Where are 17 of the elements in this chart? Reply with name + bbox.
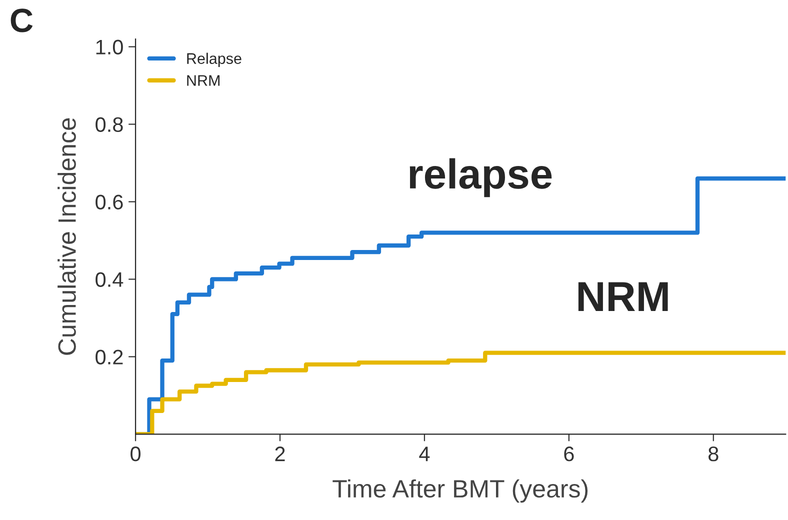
legend-label: NRM xyxy=(187,75,220,86)
annotation: relapse xyxy=(410,158,552,198)
y-axis-title: Cumulative Incidence xyxy=(58,118,76,355)
x-tick-label: 4 xyxy=(419,446,430,462)
x-tick-label: 2 xyxy=(275,446,285,462)
legend-label: Relapse xyxy=(187,52,242,67)
y-tick-label: 1.0 xyxy=(96,40,123,55)
annotation: NRM xyxy=(578,282,668,311)
x-tick-label: 0 xyxy=(130,446,141,462)
x-tick-label: 8 xyxy=(708,446,718,462)
x-tick-label: 6 xyxy=(564,446,574,462)
y-tick-label: 0.6 xyxy=(96,194,123,210)
y-tick-label: 0.4 xyxy=(96,272,124,287)
y-tick-label: 0.2 xyxy=(96,350,123,364)
text: C xyxy=(10,8,33,32)
x-axis-title: Time After BMT (years) xyxy=(332,479,588,503)
y-tick-label: 0.8 xyxy=(96,117,123,132)
